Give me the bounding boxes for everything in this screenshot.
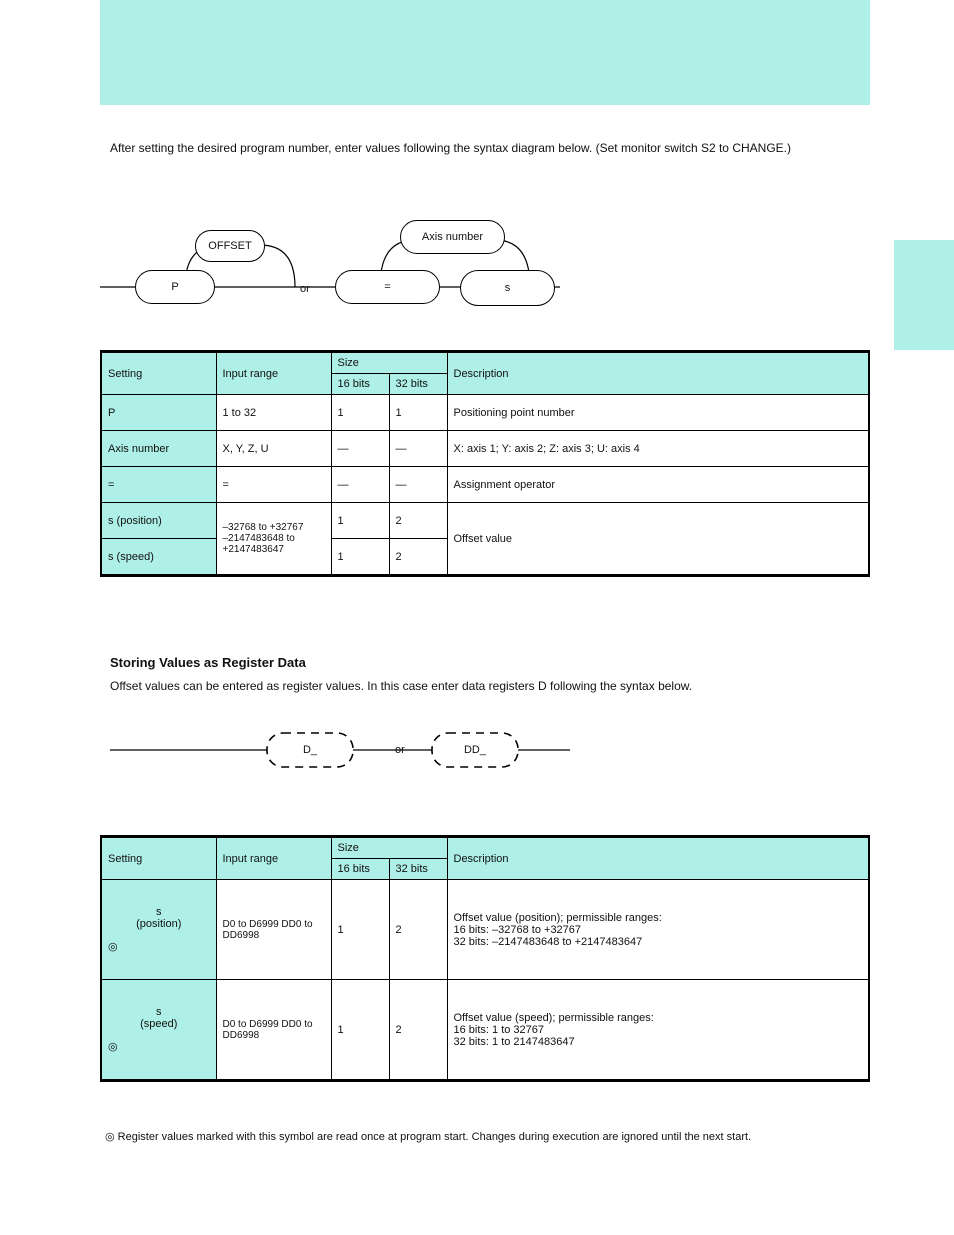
t1-r0-setting: P	[101, 395, 216, 431]
t1-h-32: 32 bits	[389, 374, 447, 395]
dashed-pill-d: D_	[265, 731, 355, 769]
t2-r1-setting: s (speed) ◎	[101, 980, 216, 1080]
t1-h-size: Size	[331, 353, 447, 374]
t1-r0-desc: Positioning point number	[447, 395, 869, 431]
t1-h-16: 16 bits	[331, 374, 389, 395]
t2-r1-desc-l2: 16 bits: 1 to 32767	[454, 1024, 863, 1036]
double-circle-icon: ◎	[108, 941, 118, 953]
t1-r4-b16: 1	[331, 539, 389, 575]
t1-r2-range: =	[216, 467, 331, 503]
t2-r1-desc: Offset value (speed); permissible ranges…	[447, 980, 869, 1080]
pill-offset: OFFSET	[195, 230, 265, 262]
t1-r0-b32: 1	[389, 395, 447, 431]
table-row: s (position) –32768 to +32767 –214748364…	[101, 503, 869, 539]
section-2-text: Offset values can be entered as register…	[110, 678, 870, 695]
t2-h-setting: Setting	[101, 838, 216, 880]
footnote: ◎ Register values marked with this symbo…	[105, 1130, 865, 1145]
intro-text: After setting the desired program number…	[110, 140, 870, 157]
t2-r0-desc: Offset value (position); permissible ran…	[447, 880, 869, 980]
t2-r0-range: D0 to D6999 DD0 to DD6998	[216, 880, 331, 980]
t1-r2-b32: —	[389, 467, 447, 503]
t2-r0-b32: 2	[389, 880, 447, 980]
t2-r1-b16: 1	[331, 980, 389, 1080]
t1-h-setting: Setting	[101, 353, 216, 395]
t1-h-range: Input range	[216, 353, 331, 395]
t1-r1-setting: Axis number	[101, 431, 216, 467]
double-circle-icon: ◎	[108, 1041, 118, 1053]
dashed-pill-dd: DD_	[430, 731, 520, 769]
t1-r4-b32: 2	[389, 539, 447, 575]
t2-r0-setting: s (position) ◎	[101, 880, 216, 980]
t2-r0-setting-l1: s	[156, 906, 162, 918]
t1-r3-b16: 1	[331, 503, 389, 539]
t1-r0-b16: 1	[331, 395, 389, 431]
t1-r3-range-a: –32768 to +32767	[223, 522, 304, 533]
dashed-pill-d-label: D_	[303, 744, 317, 756]
section-2-title: Storing Values as Register Data	[110, 655, 306, 670]
t2-r0-b16: 1	[331, 880, 389, 980]
side-tab	[894, 240, 954, 350]
table-row: s (speed) ◎ D0 to D6999 DD0 to DD6998 1 …	[101, 980, 869, 1080]
or-label-2: or	[395, 744, 405, 756]
or-label-1: or	[300, 283, 310, 295]
t1-r2-desc: Assignment operator	[447, 467, 869, 503]
pill-p: P	[135, 270, 215, 304]
dashed-pill-dd-label: DD_	[464, 744, 486, 756]
t2-h-32: 32 bits	[389, 859, 447, 880]
diagram-2-line	[110, 720, 610, 780]
t1-r2-setting: =	[101, 467, 216, 503]
t2-r0-desc-l1: Offset value (position); permissible ran…	[454, 912, 863, 924]
t1-h-desc: Description	[447, 353, 869, 395]
t2-r1-desc-l3: 32 bits: 1 to 2147483647	[454, 1036, 863, 1048]
t1-r3-desc: Offset value	[447, 503, 869, 575]
t2-r1-range: D0 to D6999 DD0 to DD6998	[216, 980, 331, 1080]
syntax-diagram-2: D_ or DD_	[110, 720, 610, 780]
header-banner	[100, 0, 870, 105]
t2-h-16: 16 bits	[331, 859, 389, 880]
table-row: s (position) ◎ D0 to D6999 DD0 to DD6998…	[101, 880, 869, 980]
t1-r3-b32: 2	[389, 503, 447, 539]
t2-r1-setting-l2: (speed)	[140, 1018, 177, 1030]
pill-equals: =	[335, 270, 440, 304]
pill-axis-number: Axis number	[400, 220, 505, 254]
pill-s: s	[460, 270, 555, 306]
t1-r1-desc: X: axis 1; Y: axis 2; Z: axis 3; U: axis…	[447, 431, 869, 467]
table-row: = = — — Assignment operator	[101, 467, 869, 503]
table-row: Axis number X, Y, Z, U — — X: axis 1; Y:…	[101, 431, 869, 467]
table-1: Setting Input range Size Description 16 …	[100, 350, 870, 577]
page: After setting the desired program number…	[0, 0, 954, 1235]
table-row: P 1 to 32 1 1 Positioning point number	[101, 395, 869, 431]
t1-r1-b16: —	[331, 431, 389, 467]
t2-h-desc: Description	[447, 838, 869, 880]
t2-r1-b32: 2	[389, 980, 447, 1080]
table-2: Setting Input range Size Description 16 …	[100, 835, 870, 1082]
t1-r3-setting: s (position)	[101, 503, 216, 539]
t2-r1-desc-l1: Offset value (speed); permissible ranges…	[454, 1012, 863, 1024]
t2-r0-desc-l3: 32 bits: –2147483648 to +2147483647	[454, 936, 863, 948]
t1-r3-range: –32768 to +32767 –2147483648 to +2147483…	[216, 503, 331, 575]
t1-r3-range-b: –2147483648 to +2147483647	[223, 533, 295, 555]
t1-r4-setting: s (speed)	[101, 539, 216, 575]
t1-r0-range: 1 to 32	[216, 395, 331, 431]
t1-r1-b32: —	[389, 431, 447, 467]
t1-r2-b16: —	[331, 467, 389, 503]
t2-h-range: Input range	[216, 838, 331, 880]
t1-r1-range: X, Y, Z, U	[216, 431, 331, 467]
t2-r1-setting-l1: s	[156, 1006, 162, 1018]
t2-r0-setting-l2: (position)	[136, 918, 181, 930]
syntax-diagram-1: OFFSET Axis number P = s or	[100, 215, 600, 325]
t2-r0-desc-l2: 16 bits: –32768 to +32767	[454, 924, 863, 936]
t2-h-size: Size	[331, 838, 447, 859]
